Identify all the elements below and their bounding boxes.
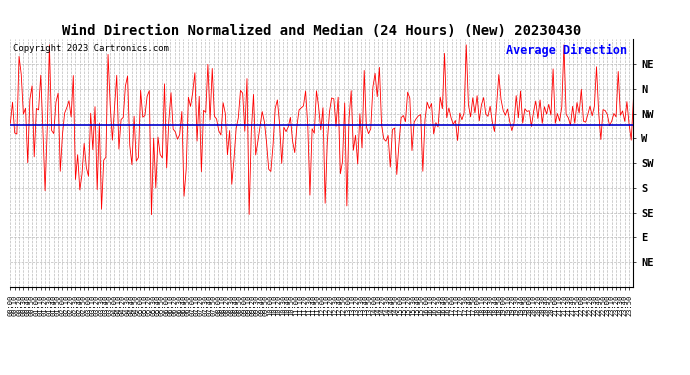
Text: Copyright 2023 Cartronics.com: Copyright 2023 Cartronics.com (14, 44, 169, 53)
Text: Average Direction: Average Direction (506, 44, 627, 57)
Title: Wind Direction Normalized and Median (24 Hours) (New) 20230430: Wind Direction Normalized and Median (24… (62, 24, 582, 38)
